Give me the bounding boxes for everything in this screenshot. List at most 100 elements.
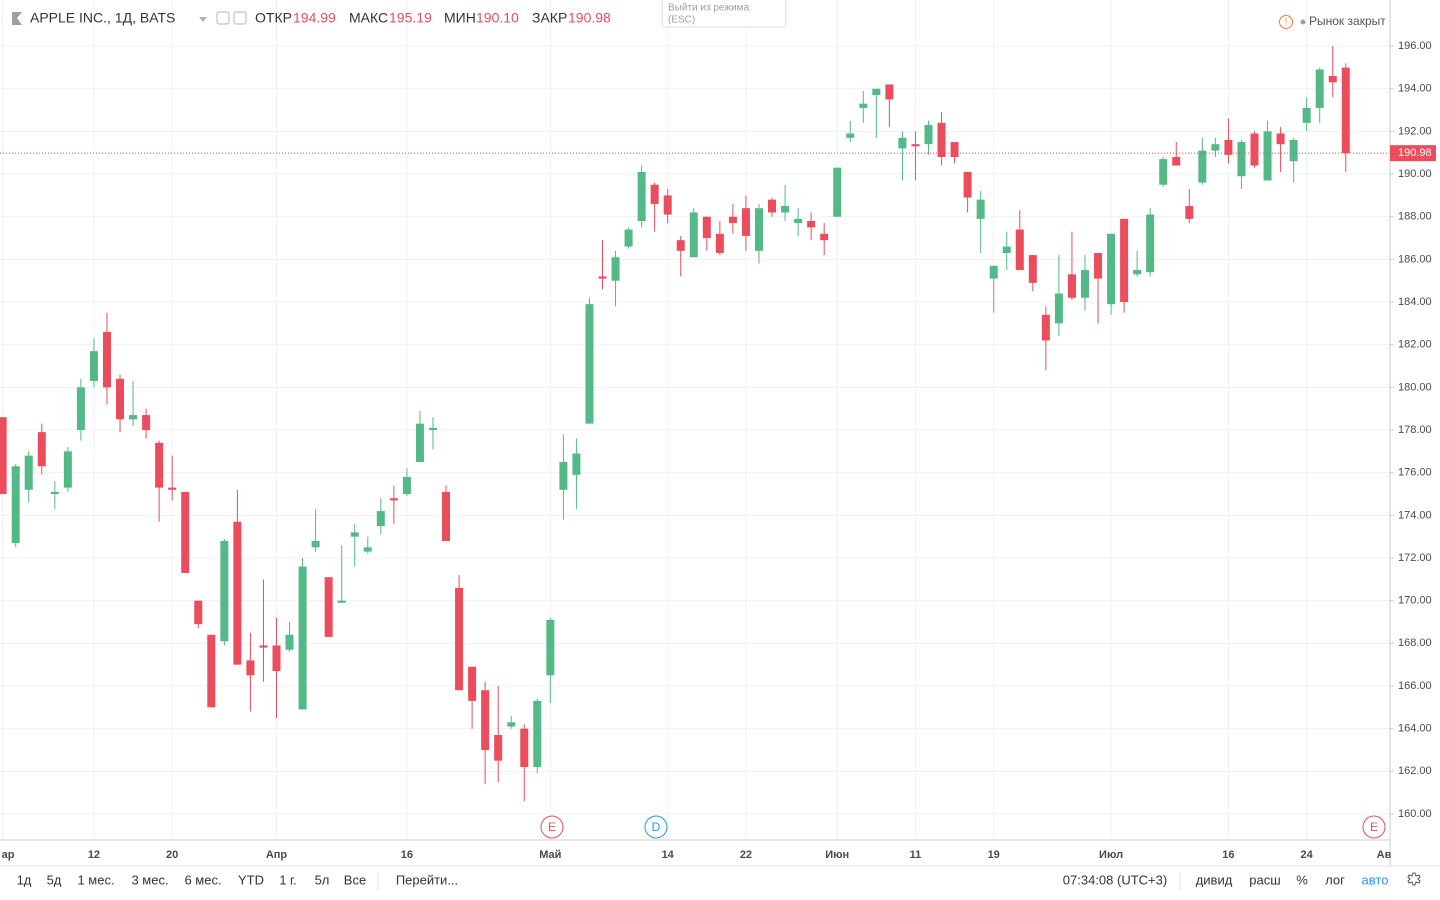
candle-body <box>1315 69 1324 108</box>
candle-body <box>1341 67 1350 154</box>
event-marker[interactable] <box>644 815 668 839</box>
candle-body <box>885 84 894 100</box>
candle-body <box>37 432 46 467</box>
plot <box>0 46 1390 802</box>
last-price-label: 190.98 <box>1398 147 1432 159</box>
range-button[interactable]: 6 мес. <box>184 872 221 887</box>
ohlc-value: 194.99 <box>293 10 336 26</box>
candle-body <box>624 229 633 247</box>
candle-body <box>142 415 151 431</box>
event-marker[interactable] <box>540 815 564 839</box>
last-price-box <box>1390 145 1436 162</box>
candle-body <box>1133 270 1142 275</box>
y-tick-label: 184.00 <box>1398 296 1432 308</box>
option-button[interactable]: расш <box>1249 872 1280 887</box>
candle-body <box>1198 150 1207 183</box>
y-tick-label: 164.00 <box>1398 723 1432 735</box>
candle-body <box>1263 131 1272 181</box>
x-tick-label: ар <box>2 849 15 861</box>
settings-icon[interactable] <box>216 11 230 25</box>
dropdown-icon[interactable] <box>199 17 207 22</box>
settings-button[interactable] <box>1407 872 1421 886</box>
candle-body <box>768 199 777 213</box>
candle-body <box>324 577 333 637</box>
candle-body <box>116 378 125 420</box>
candle-body <box>428 427 437 431</box>
candle-body <box>220 540 229 642</box>
candle-body <box>924 124 933 145</box>
candle-body <box>1172 156 1181 166</box>
y-tick-label: 176.00 <box>1398 467 1432 479</box>
candle-body <box>1302 107 1311 123</box>
range-button[interactable]: Перейти... <box>396 872 458 887</box>
candle-body <box>989 265 998 279</box>
candle-body <box>559 462 568 490</box>
candle-body <box>1328 75 1337 83</box>
y-tick-label: 196.00 <box>1398 40 1432 52</box>
candle-body <box>24 455 33 490</box>
range-button[interactable]: 1 мес. <box>77 872 114 887</box>
option-button[interactable]: лог <box>1325 872 1345 887</box>
candle-body <box>311 540 320 548</box>
range-button[interactable]: YTD <box>238 872 264 887</box>
candle-body <box>1185 206 1194 219</box>
event-marker[interactable] <box>1362 815 1386 839</box>
candle-body <box>572 453 581 475</box>
candle-body <box>89 351 98 381</box>
option-button[interactable]: авто <box>1362 872 1389 887</box>
candle-body <box>102 331 111 388</box>
candle-body <box>455 587 464 691</box>
candle-body <box>781 206 790 213</box>
candle-body <box>76 387 85 431</box>
candle-body <box>1276 133 1285 145</box>
candle-body <box>1002 246 1011 253</box>
candle-body <box>585 304 594 424</box>
y-tick-label: 172.00 <box>1398 552 1432 564</box>
x-tick-label: Апр <box>266 849 288 861</box>
y-tick-label: 190.00 <box>1398 168 1432 180</box>
settings-icon[interactable] <box>233 11 247 25</box>
candle-body <box>963 171 972 198</box>
candle-body <box>207 634 216 708</box>
x-tick-label: 16 <box>401 849 413 861</box>
candle-body <box>846 133 855 138</box>
candle-body <box>546 619 555 676</box>
status-icon-mark: ! <box>1285 16 1288 26</box>
range-button[interactable]: 1д <box>17 872 32 887</box>
ohlc-label: ЗАКР <box>532 10 567 26</box>
range-button[interactable]: 1 г. <box>279 872 297 887</box>
range-button[interactable]: 5л <box>315 872 330 887</box>
status-text: Рынок закрыт <box>1309 14 1386 28</box>
x-tick-label: 16 <box>1222 849 1234 861</box>
candle-body <box>950 142 959 157</box>
x-tick-label: 24 <box>1301 849 1314 861</box>
range-button[interactable]: 3 мес. <box>131 872 168 887</box>
candle-body <box>337 600 346 603</box>
option-button[interactable]: дивид <box>1196 872 1233 887</box>
tooltip-box <box>661 0 787 28</box>
candle-body <box>168 487 177 490</box>
candle-body <box>1159 159 1168 185</box>
range-button[interactable]: Все <box>344 872 366 887</box>
candle-body <box>1094 252 1103 279</box>
candle-body <box>155 442 164 488</box>
tooltip-text: Выйти из режима <box>668 3 749 14</box>
candle-body <box>363 547 372 552</box>
candle-body <box>807 220 816 228</box>
y-tick-label: 194.00 <box>1398 83 1432 95</box>
tooltip: Выйти из режима (ESC) <box>661 0 787 28</box>
candle-body <box>1211 144 1220 151</box>
y-tick-label: 180.00 <box>1398 381 1432 393</box>
y-tick-label: 166.00 <box>1398 680 1432 692</box>
range-button[interactable]: 5д <box>47 872 62 887</box>
status-icon <box>1279 15 1293 29</box>
candle-body <box>0 417 7 495</box>
status-dot <box>1300 19 1306 25</box>
candle-body <box>872 88 881 96</box>
event-label: D <box>652 820 661 834</box>
option-button[interactable]: % <box>1296 872 1308 887</box>
symbol-icon <box>12 12 22 25</box>
candle-body <box>911 144 920 147</box>
toolbar: 1д 5д 1 мес. 3 мес. 6 мес. YTD 1 г. 5л Все Перейт… <box>17 872 1389 890</box>
